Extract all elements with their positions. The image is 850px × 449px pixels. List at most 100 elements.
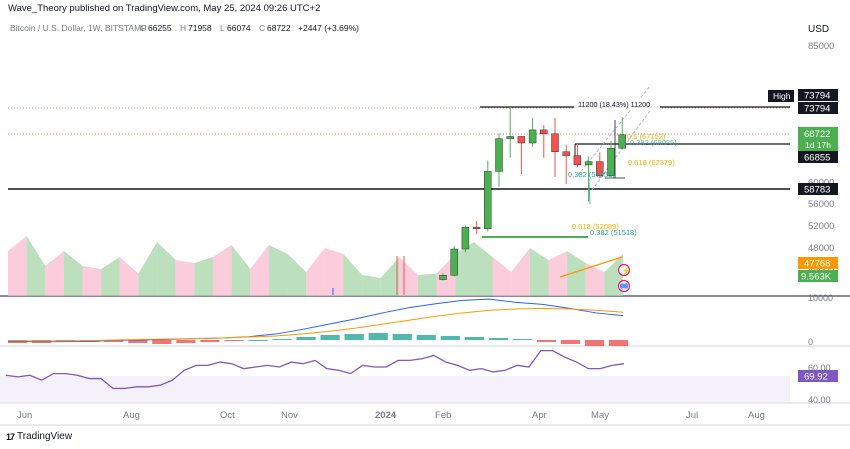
change-value: +2447 (+3.69%) bbox=[298, 23, 359, 33]
volume-profile-band bbox=[175, 260, 195, 296]
macd-histogram-bar bbox=[248, 340, 268, 341]
macd-histogram bbox=[8, 333, 629, 346]
macd-histogram-bar bbox=[440, 336, 460, 340]
volume-profile-band bbox=[138, 242, 158, 296]
volume-profile-band bbox=[250, 245, 269, 296]
time-axis[interactable]: Jun Aug Oct Nov 2024 Feb Apr May Jul Aug bbox=[17, 410, 765, 421]
event-icons[interactable]: ⚡ bbox=[617, 263, 631, 293]
low-value: 66074 bbox=[227, 23, 251, 33]
macd-histogram-bar bbox=[200, 340, 220, 342]
annotations: 11200 (18.43%) 11200 0.5 (67152) 0.382 (… bbox=[568, 99, 677, 237]
macd-histogram-bar bbox=[296, 337, 316, 340]
volume-profile-band bbox=[362, 275, 381, 296]
symbol-title: Bitcoin / U.S. Dollar, 1W, BITSTAMP bbox=[10, 23, 147, 33]
volume-profile-band bbox=[119, 257, 139, 296]
brand-name: TradingView bbox=[17, 431, 73, 442]
fib-0.618-upper-label: 0.618 (62379) bbox=[628, 158, 675, 167]
volume-profile-band bbox=[157, 242, 176, 296]
volume-profile-band bbox=[8, 236, 27, 296]
candle-body bbox=[618, 134, 626, 149]
pane-separators bbox=[0, 295, 850, 426]
macd-histogram-bar bbox=[176, 340, 196, 343]
candle-body bbox=[439, 275, 447, 280]
close-value: 68722 bbox=[267, 23, 291, 33]
volume-profile-band bbox=[306, 248, 325, 296]
volume-profile-band bbox=[194, 257, 213, 296]
macd-histogram-bar bbox=[344, 334, 364, 340]
candle-body bbox=[472, 226, 481, 229]
volume-profile-band bbox=[213, 245, 232, 296]
macd-tick-10000: 10000 bbox=[808, 293, 833, 303]
candle-body bbox=[551, 133, 559, 152]
macd-histogram-bar bbox=[320, 335, 340, 340]
volume-profile-band bbox=[343, 254, 363, 296]
price-labels: High 73794 73794 68722 1d 17h 66855 5878… bbox=[768, 89, 838, 283]
ma-value-badge: 47768 bbox=[804, 259, 830, 270]
current-price-badge: 68722 bbox=[804, 129, 830, 140]
volume-profile-band bbox=[82, 266, 102, 296]
volume-profile-band bbox=[324, 248, 344, 296]
range-measure-label: 11200 (18.43%) 11200 bbox=[578, 100, 650, 109]
macd-histogram-bar bbox=[224, 340, 244, 341]
ohlc-values: O 66255 H 71958 L 66074 C 68722 +2447 (+… bbox=[140, 23, 359, 33]
candle-body bbox=[540, 129, 548, 134]
volume-profile-band bbox=[548, 251, 568, 296]
high-value: 71958 bbox=[188, 23, 212, 33]
candle-body bbox=[484, 171, 492, 229]
open-value: 66255 bbox=[148, 23, 172, 33]
macd-tick-0: 0 bbox=[808, 337, 813, 347]
rsi-band bbox=[0, 376, 790, 403]
volume-profile-band bbox=[26, 236, 46, 296]
level-66855-badge: 66855 bbox=[804, 153, 830, 164]
macd-line bbox=[7, 298, 624, 343]
volume-profile-band bbox=[399, 257, 418, 296]
macd-histogram-bar bbox=[560, 340, 581, 344]
publisher-line: Wave_Theory published on TradingView.com… bbox=[8, 3, 321, 14]
fib-0.382-upper-label: 0.382 (69025) bbox=[630, 138, 677, 147]
dividend-icon bbox=[617, 263, 631, 277]
candle-body bbox=[517, 136, 526, 144]
price-tick-label: 56000 bbox=[808, 199, 834, 210]
macd-histogram-bar bbox=[128, 340, 148, 343]
time-tick-label: Feb bbox=[435, 410, 451, 421]
reference-lines bbox=[8, 106, 790, 278]
candlestick-series[interactable] bbox=[439, 107, 626, 281]
volume-profile-band bbox=[529, 248, 549, 296]
volume-profile-band bbox=[585, 263, 605, 296]
svg-text:C: C bbox=[259, 23, 265, 33]
macd-histogram-bar bbox=[392, 334, 412, 340]
time-tick-label: Apr bbox=[532, 410, 547, 421]
rsi-polyline bbox=[5, 349, 625, 390]
macd-histogram-bar bbox=[368, 333, 388, 340]
high-tag-label: High bbox=[773, 91, 791, 101]
volume-value-badge: 9.563K bbox=[801, 272, 832, 283]
svg-text:H: H bbox=[180, 23, 186, 33]
fib-0.382-lower-label: 0.382 (51518) bbox=[590, 228, 637, 237]
macd-histogram-bar bbox=[536, 340, 557, 342]
currency-label[interactable]: USD bbox=[808, 24, 829, 35]
volume-profile-band bbox=[567, 251, 586, 296]
time-tick-label: Jun bbox=[17, 410, 32, 421]
candle-body bbox=[562, 151, 570, 156]
time-tick-label: Oct bbox=[220, 410, 235, 421]
candle-body bbox=[495, 138, 503, 172]
volume-profile-band bbox=[287, 254, 307, 296]
volume-profile-band bbox=[101, 257, 120, 296]
volume-profile-band bbox=[511, 248, 530, 296]
volume-profile-band bbox=[492, 257, 512, 296]
fib-0.5-label: 0.5 (67152) bbox=[627, 132, 666, 141]
volume-profile-band bbox=[380, 257, 400, 296]
volume-profile-band bbox=[268, 245, 288, 296]
bar-countdown: 1d 17h bbox=[805, 140, 831, 150]
volume-profile-band bbox=[231, 245, 251, 296]
rsi-value-badge: 69.92 bbox=[804, 372, 828, 383]
signal-line bbox=[7, 307, 624, 342]
tradingview-logo-icon: 17 bbox=[6, 431, 15, 442]
fib-0.382-mid-label: 0.382 (57558) bbox=[568, 170, 615, 179]
lightning-icon: ⚡ bbox=[621, 266, 631, 276]
time-tick-label: 2024 bbox=[375, 410, 397, 421]
price-tick-label: 85000 bbox=[808, 41, 834, 52]
macd-histogram-bar bbox=[272, 339, 292, 340]
footer-brand[interactable]: 17 TradingView bbox=[6, 431, 72, 442]
